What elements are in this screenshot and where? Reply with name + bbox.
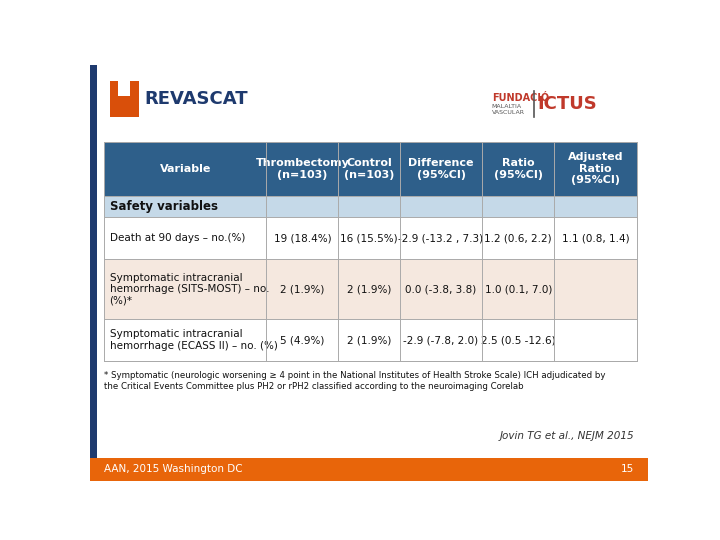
Bar (90, 65, 97, 481)
Text: Symptomatic intracranial
hemorrhage (ECASS II) – no. (%): Symptomatic intracranial hemorrhage (ECA… (109, 329, 277, 351)
Text: REVASCAT: REVASCAT (145, 90, 248, 108)
Text: 2.5 (0.5 -12.6): 2.5 (0.5 -12.6) (481, 335, 556, 345)
Bar (109, 82, 138, 117)
Text: Death at 90 days – no.(%): Death at 90 days – no.(%) (109, 233, 245, 243)
Text: Variable: Variable (160, 164, 211, 174)
Bar (104, 319, 637, 361)
Bar (90, 458, 648, 481)
Text: MALALTIA: MALALTIA (492, 104, 522, 109)
Text: 19 (18.4%): 19 (18.4%) (274, 233, 331, 243)
Bar (104, 259, 637, 319)
Text: * Symptomatic (neurologic worsening ≥ 4 point in the National Institutes of Heal: * Symptomatic (neurologic worsening ≥ 4 … (104, 371, 606, 390)
Text: Symptomatic intracranial
hemorrhage (SITS-MOST) – no.
(%)*: Symptomatic intracranial hemorrhage (SIT… (109, 273, 269, 306)
Text: AAN, 2015 Washington DC: AAN, 2015 Washington DC (104, 464, 243, 474)
Bar (104, 218, 637, 259)
Text: Adjusted
Ratio
(95%CI): Adjusted Ratio (95%CI) (568, 152, 624, 185)
Text: 15: 15 (621, 464, 634, 474)
Text: -2.9 (-7.8, 2.0): -2.9 (-7.8, 2.0) (403, 335, 479, 345)
Text: Thrombectomy
(n=103): Thrombectomy (n=103) (256, 158, 349, 179)
Text: 2 (1.9%): 2 (1.9%) (347, 284, 391, 294)
Text: Control
(n=103): Control (n=103) (344, 158, 395, 179)
Bar (104, 141, 637, 196)
Text: 1.1 (0.8, 1.4): 1.1 (0.8, 1.4) (562, 233, 629, 243)
Text: 1.0 (0.1, 7.0): 1.0 (0.1, 7.0) (485, 284, 552, 294)
Text: ICTUS: ICTUS (538, 95, 598, 113)
Text: 16 (15.5%): 16 (15.5%) (341, 233, 398, 243)
Bar (118, 82, 130, 96)
Text: -2.9 (-13.2 , 7.3): -2.9 (-13.2 , 7.3) (398, 233, 484, 243)
Text: FUNDACIÓ: FUNDACIÓ (492, 93, 549, 103)
Text: 2 (1.9%): 2 (1.9%) (347, 335, 391, 345)
Text: 0.0 (-3.8, 3.8): 0.0 (-3.8, 3.8) (405, 284, 477, 294)
Text: VASCULAR: VASCULAR (492, 110, 525, 115)
Text: Difference
(95%CI): Difference (95%CI) (408, 158, 474, 179)
Text: Jovin TG et al., NEJM 2015: Jovin TG et al., NEJM 2015 (500, 431, 634, 441)
Text: 1.2 (0.6, 2.2): 1.2 (0.6, 2.2) (485, 233, 552, 243)
Text: Safety variables: Safety variables (109, 200, 217, 213)
Bar (104, 196, 637, 218)
Text: Ratio
(95%CI): Ratio (95%CI) (494, 158, 543, 179)
Text: 2 (1.9%): 2 (1.9%) (280, 284, 325, 294)
Text: 5 (4.9%): 5 (4.9%) (280, 335, 325, 345)
